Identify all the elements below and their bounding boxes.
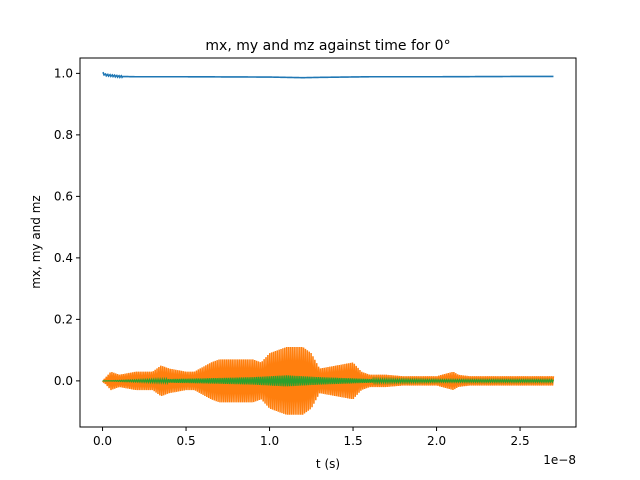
x-axis-label: t (s): [316, 457, 340, 471]
x-tick-label: 2.5: [511, 434, 530, 448]
series-line-3: [102, 375, 555, 387]
plot-area: [79, 57, 577, 428]
y-axis-label: mx, my and mz: [29, 195, 43, 288]
y-axis-ticks: 0.0 0.2 0.4 0.6 0.8 1.0: [54, 66, 80, 388]
chart-title: mx, my and mz against time for 0°: [205, 38, 450, 54]
y-tick-label: 0.6: [54, 189, 73, 203]
x-axis-offset-label: 1e−8: [543, 453, 576, 467]
y-tick-label: 0.2: [54, 312, 73, 326]
x-axis-ticks: 0.0 0.5 1.0 1.5 2.0 2.5: [93, 427, 530, 448]
series-layer: [101, 71, 555, 415]
series-line-2: [101, 347, 555, 415]
x-tick-label: 1.0: [260, 434, 279, 448]
y-tick-label: 1.0: [54, 66, 73, 80]
series-line-1: [102, 71, 554, 79]
y-tick-label: 0.8: [54, 128, 73, 142]
x-tick-label: 0.5: [177, 434, 196, 448]
x-tick-label: 0.0: [93, 434, 112, 448]
y-tick-label: 0.4: [54, 251, 73, 265]
axes-frame: [79, 57, 577, 428]
x-tick-label: 1.5: [344, 434, 363, 448]
x-tick-label: 2.0: [427, 434, 446, 448]
y-tick-label: 0.0: [54, 374, 73, 388]
